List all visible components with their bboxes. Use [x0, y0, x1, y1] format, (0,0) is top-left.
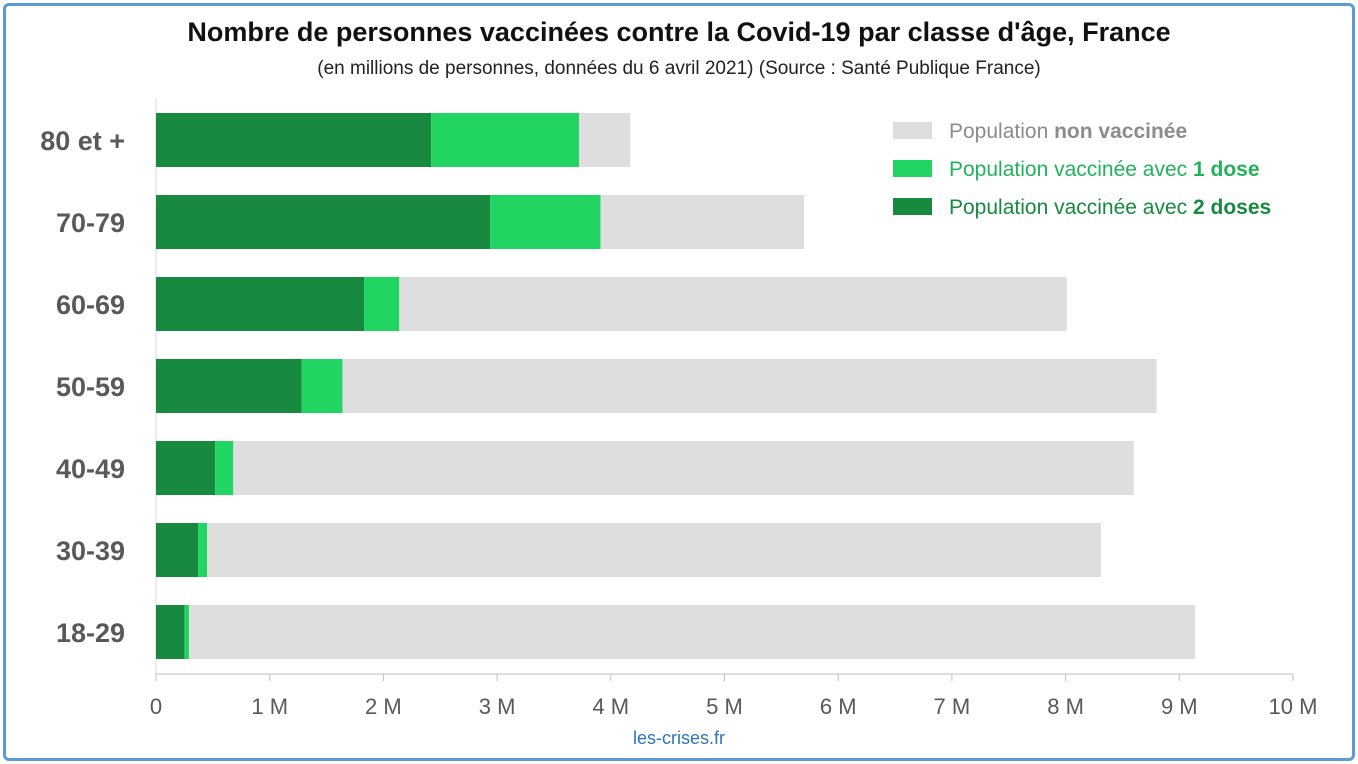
- bar-two-doses: [156, 277, 365, 331]
- x-tick-label: 7 M: [934, 694, 971, 719]
- x-tick-label: 8 M: [1047, 694, 1084, 719]
- bar-one-dose: [184, 605, 189, 659]
- bar-two-doses: [156, 605, 185, 659]
- bar-non-vaccinated: [578, 113, 631, 167]
- legend-entry: Population non vaccinée: [949, 120, 1187, 143]
- legend-entry-text: Population vaccinée avec: [949, 196, 1193, 219]
- x-tick-label: 9 M: [1161, 694, 1198, 719]
- bar-non-vaccinated: [399, 277, 1067, 331]
- legend-entry-bold-text: non vaccinée: [1054, 120, 1187, 143]
- category-label: 40-49: [56, 454, 125, 484]
- bar-non-vaccinated: [600, 195, 805, 249]
- category-label: 18-29: [56, 618, 125, 648]
- bar-non-vaccinated: [207, 523, 1101, 577]
- x-tick-label: 1 M: [251, 694, 288, 719]
- category-label: 70-79: [56, 208, 125, 238]
- bar-one-dose: [431, 113, 579, 167]
- legend-swatch-one-dose: [893, 160, 932, 177]
- legend-swatch-two-doses: [893, 198, 932, 215]
- bar-one-dose: [301, 359, 343, 413]
- legend-entry-text: Population: [949, 120, 1054, 143]
- category-label: 30-39: [56, 536, 125, 566]
- x-tick-label: 2 M: [365, 694, 402, 719]
- bar-non-vaccinated: [342, 359, 1157, 413]
- source-credit: les-crises.fr: [632, 728, 725, 748]
- bar-two-doses: [156, 195, 491, 249]
- chart-subtitle: (en millions de personnes, données du 6 …: [317, 58, 1041, 79]
- x-tick-label: 4 M: [592, 694, 629, 719]
- bar-non-vaccinated: [188, 605, 1196, 659]
- bar-non-vaccinated: [233, 441, 1134, 495]
- bar-two-doses: [156, 113, 432, 167]
- bar-two-doses: [156, 441, 216, 495]
- bar-two-doses: [156, 359, 302, 413]
- x-tick-label: 5 M: [706, 694, 743, 719]
- legend-entry: Population vaccinée avec 2 doses: [949, 196, 1271, 219]
- legend-swatch-non-vaccinated: [893, 122, 932, 139]
- category-label: 60-69: [56, 290, 125, 320]
- legend-entry-bold-text: 1 dose: [1193, 158, 1260, 181]
- legend-entry-text: Population vaccinée avec: [949, 158, 1193, 181]
- chart-title: Nombre de personnes vaccinées contre la …: [187, 17, 1171, 47]
- legend-entry: Population vaccinée avec 1 dose: [949, 158, 1260, 181]
- x-tick-label: 0: [150, 694, 162, 719]
- x-tick-label: 10 M: [1269, 694, 1318, 719]
- bar-one-dose: [198, 523, 208, 577]
- bar-one-dose: [490, 195, 601, 249]
- bar-one-dose: [364, 277, 400, 331]
- category-label: 50-59: [56, 372, 125, 402]
- legend-entry-bold-text: 2 doses: [1193, 196, 1271, 219]
- bar-two-doses: [156, 523, 199, 577]
- x-tick-label: 3 M: [479, 694, 516, 719]
- category-label: 80 et +: [40, 126, 125, 156]
- x-tick-label: 6 M: [820, 694, 857, 719]
- bar-one-dose: [215, 441, 234, 495]
